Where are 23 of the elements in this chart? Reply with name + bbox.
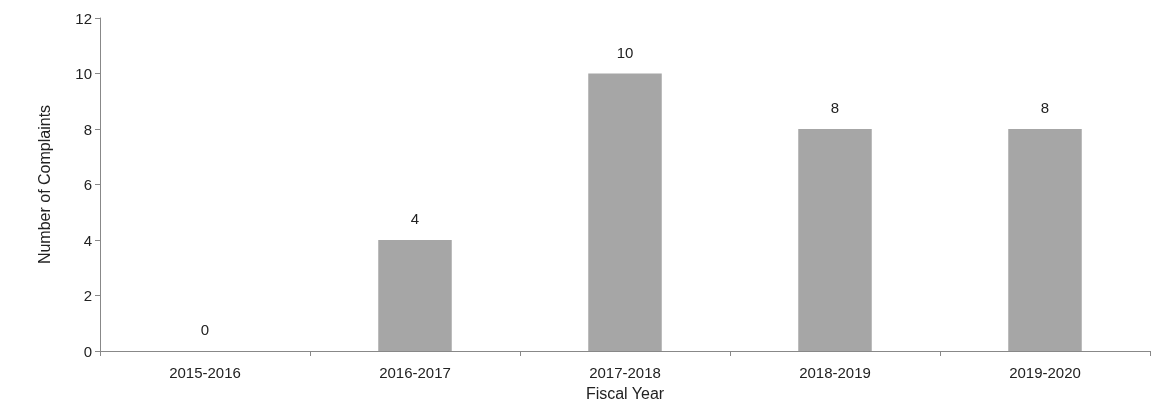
x-tick-label: 2016-2017 <box>379 364 451 381</box>
y-tick-label: 0 <box>83 342 92 360</box>
x-tick-label: 2015-2016 <box>169 364 241 381</box>
data-label: 8 <box>1040 99 1050 116</box>
x-axis-title: Fiscal Year <box>585 384 665 402</box>
y-axis-title: Number of Complaints <box>35 104 53 265</box>
y-tick-label: 4 <box>83 231 92 249</box>
y-tick-label: 2 <box>83 287 92 304</box>
bar <box>1008 129 1082 351</box>
y-tick-label: 8 <box>83 120 92 138</box>
data-label: 0 <box>200 321 210 338</box>
x-tick-label: 2019-2020 <box>1009 364 1081 381</box>
y-tick-label: 12 <box>75 9 92 27</box>
x-tick-label: 2017-2018 <box>589 364 661 381</box>
bar <box>798 129 872 351</box>
bar <box>588 73 662 351</box>
data-label: 10 <box>616 43 634 61</box>
data-label: 8 <box>830 99 840 116</box>
bar <box>378 240 452 351</box>
y-tick-label: 6 <box>83 176 92 193</box>
x-tick-label: 2018-2019 <box>799 364 871 381</box>
y-tick-label: 10 <box>75 65 92 82</box>
data-label: 4 <box>410 210 420 227</box>
